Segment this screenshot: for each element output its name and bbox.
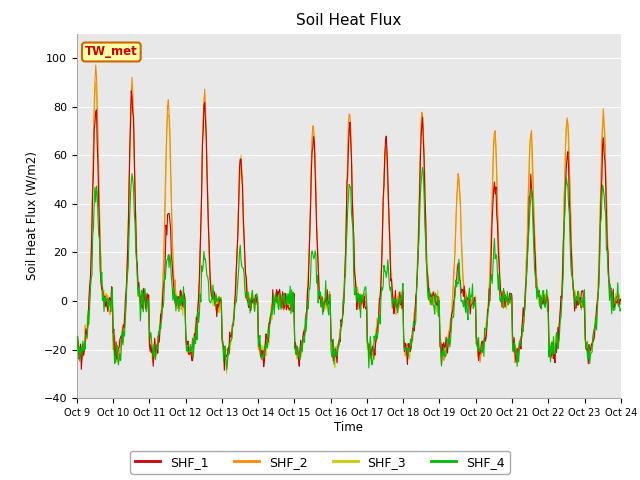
Legend: SHF_1, SHF_2, SHF_3, SHF_4: SHF_1, SHF_2, SHF_3, SHF_4: [131, 451, 509, 474]
Y-axis label: Soil Heat Flux (W/m2): Soil Heat Flux (W/m2): [25, 152, 38, 280]
Text: TW_met: TW_met: [85, 46, 138, 59]
Title: Soil Heat Flux: Soil Heat Flux: [296, 13, 401, 28]
X-axis label: Time: Time: [334, 421, 364, 434]
